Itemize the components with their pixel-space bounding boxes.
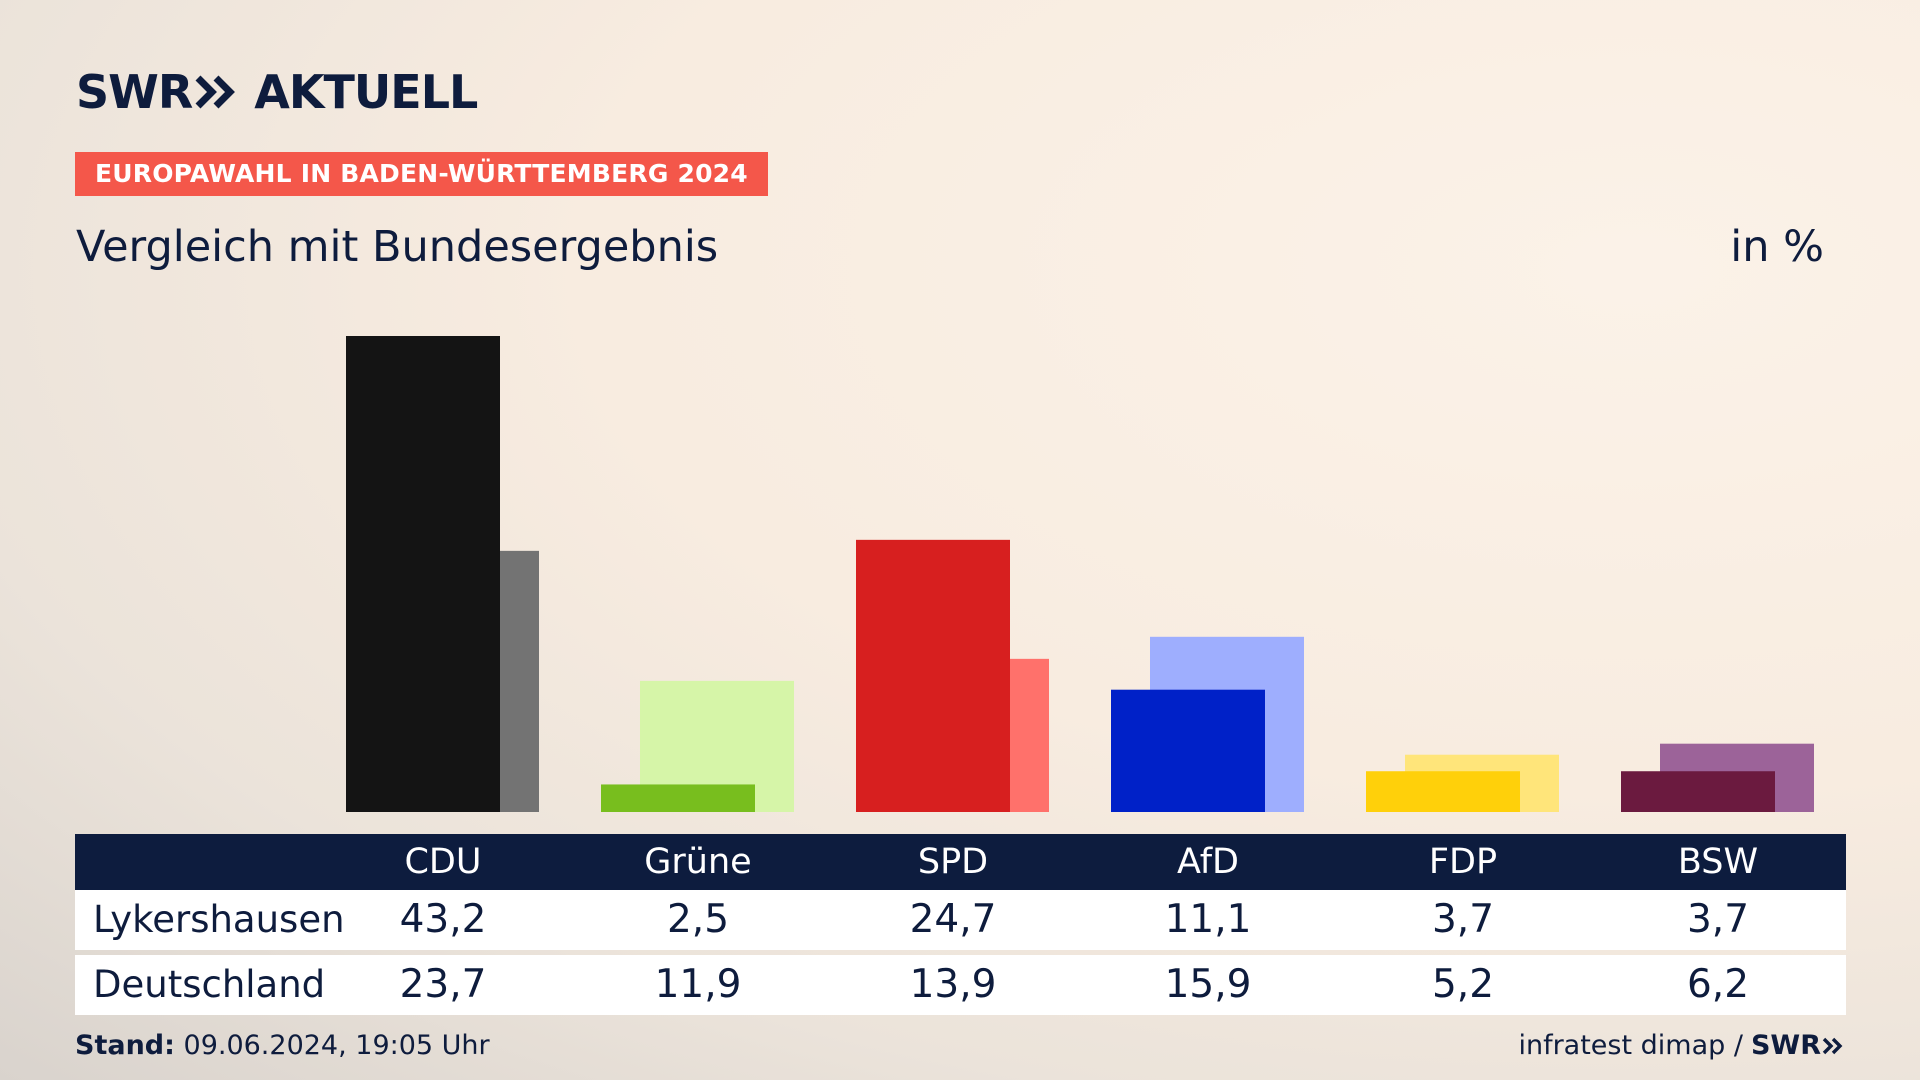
header-afd: AfD — [1177, 842, 1239, 882]
table-row: Lykershausen 43,2 2,5 24,7 11,1 3,7 3,7 — [75, 890, 1846, 950]
results-table: CDU Grüne SPD AfD FDP BSW Lykershausen 4… — [75, 834, 1846, 1015]
double-chevron-icon — [195, 75, 236, 109]
table-cell: 24,7 — [909, 897, 997, 942]
table-row: Deutschland 23,7 11,9 13,9 15,9 5,2 6,2 — [75, 955, 1846, 1015]
double-chevron-icon — [1822, 1037, 1843, 1054]
swr-mini-logo: SWR — [1751, 1030, 1844, 1061]
header-gruene: Grüne — [644, 842, 752, 882]
bar-lykershausen-gruene — [601, 784, 755, 812]
row-label: Deutschland — [93, 963, 326, 1006]
mini-logo-text: SWR — [1750, 1030, 1821, 1061]
bar-lykershausen-bsw — [1621, 771, 1775, 812]
chart-subtitle: Vergleich mit Bundesergebnis — [76, 222, 719, 272]
source-credit: infratest dimap / SWR — [1518, 1030, 1844, 1061]
table-cell: 11,1 — [1164, 897, 1252, 942]
swr-aktuell-logo: SWR AKTUELL — [76, 65, 478, 119]
header-cdu: CDU — [404, 842, 482, 882]
table-cell: 3,7 — [1686, 897, 1750, 942]
table-cell: 6,2 — [1686, 962, 1750, 1007]
table-cell: 15,9 — [1164, 962, 1252, 1007]
bar-lykershausen-afd — [1111, 689, 1265, 812]
stand-label: Stand: — [75, 1030, 175, 1061]
bar-chart — [346, 336, 1814, 812]
bar-lykershausen-spd — [856, 539, 1010, 812]
table-cell: 13,9 — [909, 962, 997, 1007]
table-cell: 3,7 — [1431, 897, 1495, 942]
timestamp: Stand: 09.06.2024, 19:05 Uhr — [75, 1030, 490, 1061]
header-spd: SPD — [917, 842, 989, 882]
source-text: infratest dimap / — [1518, 1030, 1743, 1061]
bar-lykershausen-cdu — [346, 336, 500, 812]
header-fdp: FDP — [1428, 842, 1498, 882]
bar-lykershausen-fdp — [1366, 771, 1520, 812]
table-cell: 2,5 — [666, 897, 730, 942]
table-cell: 43,2 — [399, 897, 487, 942]
table-cell: 23,7 — [399, 962, 487, 1007]
unit-label: in % — [1730, 222, 1824, 272]
logo-swr-text: SWR — [76, 65, 193, 119]
stand-value: 09.06.2024, 19:05 Uhr — [183, 1030, 490, 1061]
table-header: CDU Grüne SPD AfD FDP BSW — [75, 834, 1846, 890]
table-cell: 5,2 — [1431, 962, 1495, 1007]
election-badge: EUROPAWAHL IN BADEN-WÜRTTEMBERG 2024 — [75, 152, 768, 196]
header-bsw: BSW — [1677, 842, 1759, 882]
row-label: Lykershausen — [93, 898, 345, 941]
logo-aktuell-text: AKTUELL — [254, 65, 478, 119]
table-cell: 11,9 — [654, 962, 742, 1007]
